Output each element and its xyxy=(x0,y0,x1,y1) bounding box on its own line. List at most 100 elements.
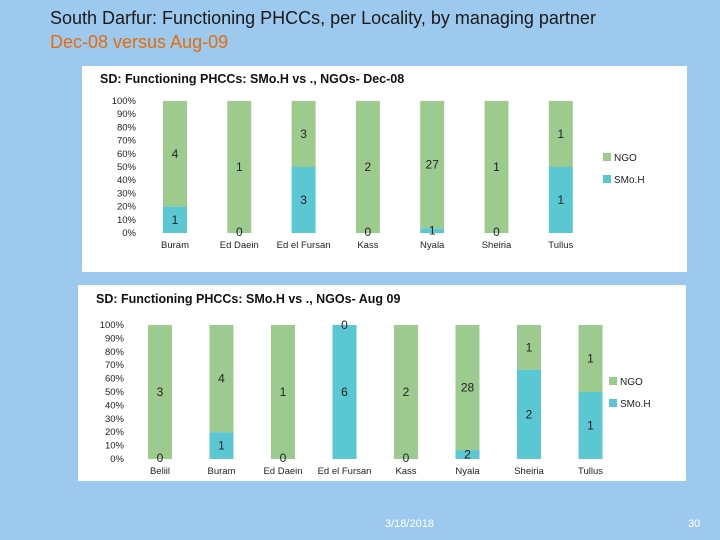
ytick-aug09: 20% xyxy=(105,427,125,438)
legend-swatch-dec08 xyxy=(603,153,611,161)
slide-subtitle: Dec-08 versus Aug-09 xyxy=(50,32,229,52)
ytick-dec08: 80% xyxy=(117,122,137,133)
category-label-aug09: Nyala xyxy=(455,466,480,477)
data-label-ngo-aug09: 3 xyxy=(157,385,164,399)
data-label-ngo-aug09: 1 xyxy=(587,352,594,366)
bar-smoh-dec08 xyxy=(548,167,573,233)
data-label-ngo-dec08: 2 xyxy=(365,160,372,174)
category-label-dec08: Ed el Fursan xyxy=(277,240,331,251)
chart-title-aug09: SD: Functioning PHCCs: SMo.H vs ., NGOs-… xyxy=(96,292,401,306)
ytick-dec08: 100% xyxy=(112,96,137,107)
ytick-aug09: 100% xyxy=(100,320,125,331)
bar-ngo-dec08 xyxy=(355,101,380,233)
data-label-ngo-aug09: 4 xyxy=(218,372,225,386)
ytick-aug09: 80% xyxy=(105,347,125,358)
data-label-ngo-dec08: 27 xyxy=(426,158,440,172)
legend-label-dec08: SMo.H xyxy=(614,175,645,186)
data-label-ngo-dec08: 1 xyxy=(557,127,564,141)
chart-title-dec08: SD: Functioning PHCCs: SMo.H vs ., NGOs-… xyxy=(100,72,405,86)
ytick-dec08: 0% xyxy=(122,228,136,239)
bar-ngo-aug09 xyxy=(578,325,603,392)
ytick-aug09: 70% xyxy=(105,360,125,371)
ytick-dec08: 10% xyxy=(117,215,137,226)
footer-date: 3/18/2018 xyxy=(385,518,434,530)
legend-label-aug09: NGO xyxy=(620,377,643,388)
ytick-dec08: 70% xyxy=(117,136,137,147)
ytick-dec08: 40% xyxy=(117,175,137,186)
category-label-dec08: Tullus xyxy=(548,240,573,251)
bar-smoh-dec08 xyxy=(420,228,445,233)
ytick-dec08: 60% xyxy=(117,149,137,160)
ytick-dec08: 20% xyxy=(117,202,137,213)
data-label-smoh-dec08: 3 xyxy=(300,193,307,207)
data-label-smoh-aug09: 0 xyxy=(403,451,410,465)
data-label-ngo-aug09: 2 xyxy=(403,385,410,399)
ytick-aug09: 0% xyxy=(110,454,124,465)
ytick-aug09: 40% xyxy=(105,400,125,411)
legend-swatch-aug09 xyxy=(609,399,617,407)
slide-title: South Darfur: Functioning PHCCs, per Loc… xyxy=(50,8,596,28)
data-label-smoh-dec08: 1 xyxy=(557,193,564,207)
bar-ngo-aug09 xyxy=(148,325,172,459)
ytick-aug09: 50% xyxy=(105,387,125,398)
ytick-aug09: 10% xyxy=(105,441,125,452)
bar-ngo-dec08 xyxy=(484,101,509,233)
category-label-dec08: Ed Daein xyxy=(220,240,259,251)
category-label-dec08: Nyala xyxy=(420,240,445,251)
bar-ngo-aug09 xyxy=(517,325,541,370)
legend-label-aug09: SMo.H xyxy=(620,399,651,410)
page-number: 30 xyxy=(688,518,701,530)
category-label-aug09: Sheiria xyxy=(514,466,544,477)
category-label-aug09: Tullus xyxy=(578,466,603,477)
ytick-dec08: 30% xyxy=(117,188,137,199)
data-label-smoh-aug09: 2 xyxy=(526,407,533,421)
bar-smoh-aug09 xyxy=(332,325,357,459)
legend-swatch-dec08 xyxy=(603,175,611,183)
data-label-ngo-aug09: 1 xyxy=(526,340,533,354)
bar-smoh-dec08 xyxy=(291,167,316,233)
data-label-smoh-aug09: 1 xyxy=(587,419,594,433)
data-label-ngo-dec08: 1 xyxy=(493,160,500,174)
ytick-aug09: 90% xyxy=(105,333,125,344)
data-label-ngo-dec08: 4 xyxy=(172,147,179,161)
category-label-dec08: Kass xyxy=(357,240,378,251)
data-label-smoh-aug09: 2 xyxy=(464,448,471,462)
data-label-ngo-aug09: 1 xyxy=(280,385,287,399)
bar-ngo-dec08 xyxy=(227,101,252,233)
bar-ngo-dec08 xyxy=(420,101,445,229)
bar-ngo-dec08 xyxy=(548,101,573,167)
category-label-dec08: Sheiria xyxy=(482,240,512,251)
ytick-dec08: 50% xyxy=(117,162,137,173)
data-label-smoh-dec08: 0 xyxy=(365,225,372,239)
ytick-aug09: 30% xyxy=(105,414,125,425)
bar-smoh-dec08 xyxy=(163,206,187,233)
bar-ngo-aug09 xyxy=(209,325,234,433)
bar-smoh-aug09 xyxy=(455,450,480,459)
bar-smoh-aug09 xyxy=(517,369,541,459)
bar-smoh-aug09 xyxy=(209,432,234,459)
data-label-smoh-aug09: 1 xyxy=(218,439,225,453)
data-label-smoh-dec08: 0 xyxy=(236,225,243,239)
ytick-dec08: 90% xyxy=(117,109,137,120)
ytick-aug09: 60% xyxy=(105,374,125,385)
legend-swatch-aug09 xyxy=(609,377,617,385)
bar-ngo-aug09 xyxy=(271,325,295,459)
data-label-smoh-dec08: 1 xyxy=(429,224,436,238)
data-label-smoh-aug09: 6 xyxy=(341,385,348,399)
legend-label-dec08: NGO xyxy=(614,153,637,164)
data-label-smoh-aug09: 0 xyxy=(157,451,164,465)
data-label-ngo-dec08: 1 xyxy=(236,160,243,174)
bar-ngo-dec08 xyxy=(291,101,316,167)
bar-ngo-aug09 xyxy=(455,325,480,451)
category-label-aug09: Ed Daein xyxy=(263,466,302,477)
data-label-ngo-dec08: 3 xyxy=(300,127,307,141)
category-label-aug09: Buram xyxy=(208,466,236,477)
category-label-aug09: Ed el Fursan xyxy=(318,466,372,477)
data-label-smoh-dec08: 1 xyxy=(172,213,179,227)
data-label-ngo-aug09: 0 xyxy=(341,318,348,332)
data-label-ngo-aug09: 28 xyxy=(461,381,475,395)
data-label-smoh-aug09: 0 xyxy=(280,451,287,465)
bar-ngo-aug09 xyxy=(394,325,418,459)
category-label-aug09: Beliil xyxy=(150,466,170,477)
